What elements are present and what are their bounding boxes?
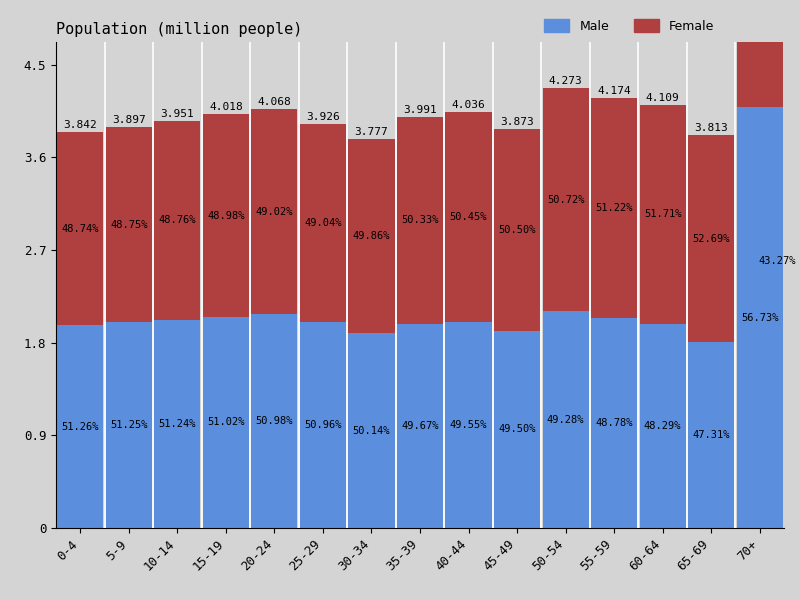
Bar [446,322,491,528]
Text: 4.036: 4.036 [452,100,486,110]
Bar [640,105,686,323]
Text: 3.926: 3.926 [306,112,340,122]
Text: 48.76%: 48.76% [158,215,196,226]
Text: 4.018: 4.018 [209,102,242,112]
Bar [591,98,637,319]
Text: 51.26%: 51.26% [62,422,99,431]
Bar [640,323,686,528]
Text: 49.55%: 49.55% [450,420,487,430]
Bar [688,342,734,528]
Bar [251,314,298,528]
Bar [494,129,540,331]
Text: 49.86%: 49.86% [353,231,390,241]
Text: 48.78%: 48.78% [595,418,633,428]
Bar [737,0,782,107]
Text: 49.02%: 49.02% [256,207,293,217]
Bar [397,324,443,528]
Bar [106,322,152,528]
Text: 3.951: 3.951 [161,109,194,119]
Bar [300,322,346,528]
Bar [591,319,637,528]
Text: 49.28%: 49.28% [547,415,584,425]
Text: 50.45%: 50.45% [450,212,487,222]
Legend: Male, Female: Male, Female [539,14,719,38]
Text: 56.73%: 56.73% [741,313,778,323]
Bar [349,139,394,333]
Text: 49.04%: 49.04% [304,218,342,228]
Bar [203,317,249,528]
Text: 4.273: 4.273 [549,76,582,86]
Bar [446,112,491,322]
Bar [203,114,249,317]
Bar [154,121,200,320]
Bar [58,133,103,325]
Bar [58,325,103,528]
Text: 3.991: 3.991 [403,105,437,115]
Text: 50.50%: 50.50% [498,225,536,235]
Text: 48.98%: 48.98% [207,211,245,221]
Bar [688,136,734,342]
Text: 4.068: 4.068 [258,97,291,107]
Bar [154,320,200,528]
Bar [737,107,782,528]
Text: 48.74%: 48.74% [62,224,99,234]
Text: 49.67%: 49.67% [402,421,438,431]
Text: 48.75%: 48.75% [110,220,147,230]
Bar [300,124,346,322]
Text: 50.72%: 50.72% [547,194,584,205]
Text: 43.27%: 43.27% [758,256,795,266]
Text: 4.109: 4.109 [646,93,679,103]
Bar [349,333,394,528]
Text: 50.96%: 50.96% [304,420,342,430]
Text: 3.873: 3.873 [500,117,534,127]
Bar [542,88,589,311]
Text: Population (million people): Population (million people) [56,22,302,37]
Text: 3.813: 3.813 [694,124,728,133]
Text: 4.174: 4.174 [598,86,631,96]
Bar [251,109,298,314]
Text: 52.69%: 52.69% [693,234,730,244]
Text: 3.842: 3.842 [63,121,97,130]
Text: 51.25%: 51.25% [110,420,147,430]
Bar [542,311,589,528]
Text: 51.02%: 51.02% [207,418,245,427]
Text: 51.24%: 51.24% [158,419,196,429]
Text: 3.897: 3.897 [112,115,146,125]
Text: 50.98%: 50.98% [256,416,293,426]
Text: 49.50%: 49.50% [498,424,536,434]
Bar [397,117,443,324]
Text: 3.777: 3.777 [354,127,388,137]
Text: 50.14%: 50.14% [353,425,390,436]
Bar [106,127,152,322]
Text: 51.22%: 51.22% [595,203,633,213]
Text: 48.29%: 48.29% [644,421,682,431]
Bar [494,331,540,528]
Text: 51.71%: 51.71% [644,209,682,220]
Text: 50.33%: 50.33% [402,215,438,226]
Text: 47.31%: 47.31% [693,430,730,440]
